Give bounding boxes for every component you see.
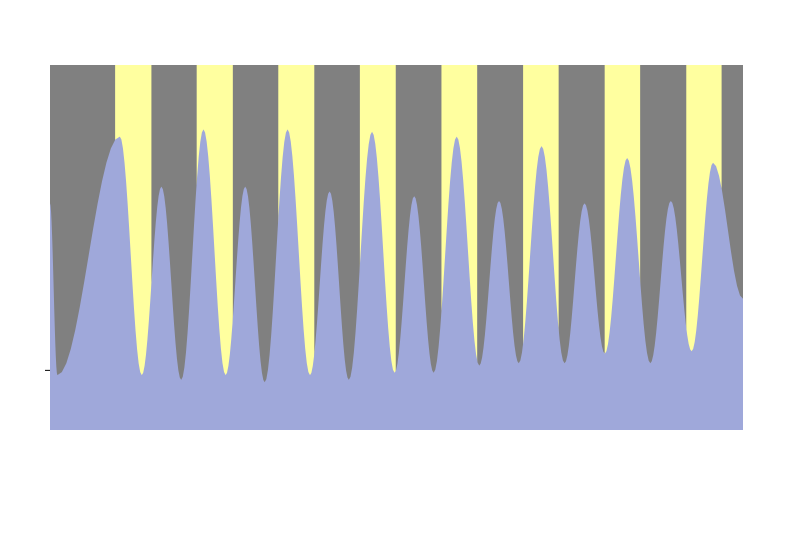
tide-chart-container <box>0 0 793 539</box>
tide-chart-svg <box>0 0 793 539</box>
